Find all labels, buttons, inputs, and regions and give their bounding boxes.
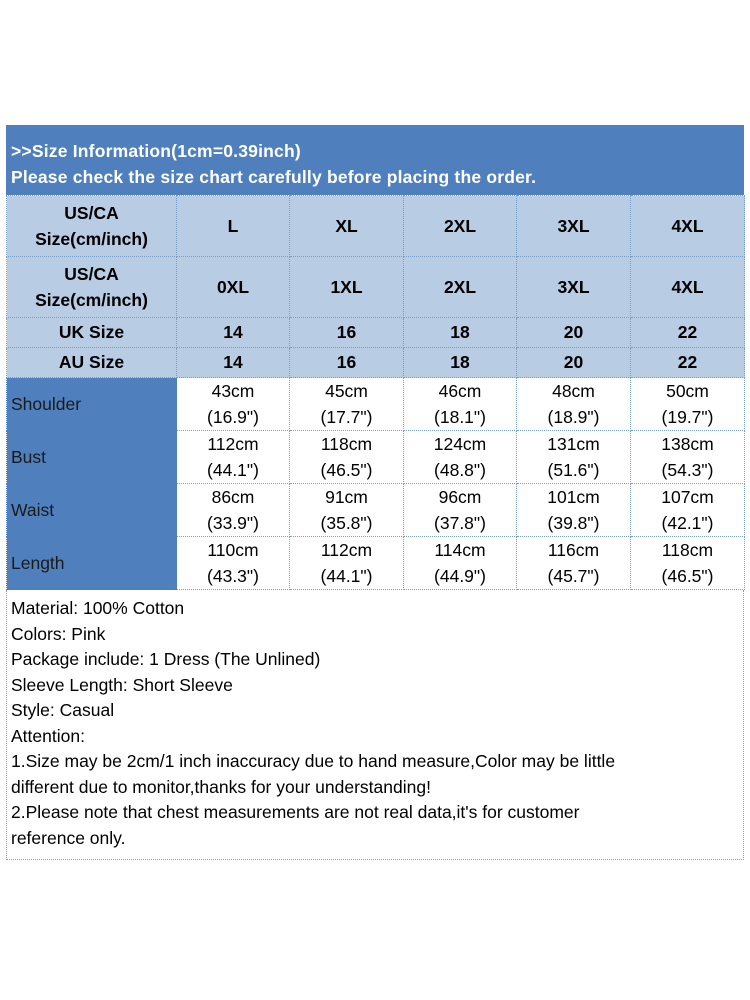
size-cell: 20 bbox=[516, 317, 631, 348]
size-cell: 14 bbox=[176, 317, 290, 348]
size-cell: 14 bbox=[176, 347, 290, 378]
measure-cell: 48cm (18.9") bbox=[516, 377, 631, 431]
measure-cell: 91cm (35.8") bbox=[289, 483, 404, 537]
size-cell: 1XL bbox=[289, 256, 404, 318]
us-ca-size-row-1: US/CA Size(cm/inch) L XL 2XL 3XL 4XL bbox=[6, 195, 745, 257]
note-line: 2.Please note that chest measurements ar… bbox=[11, 802, 580, 822]
note-sleeve: Sleeve Length: Short Sleeve bbox=[11, 674, 233, 695]
measure-cell: 118cm (46.5") bbox=[630, 536, 745, 590]
size-cell: 3XL bbox=[516, 256, 631, 318]
measure-cell: 45cm (17.7") bbox=[289, 377, 404, 431]
measure-label: Bust bbox=[6, 430, 177, 484]
measure-cell: 124cm (48.8") bbox=[403, 430, 517, 484]
row-label: US/CA Size(cm/inch) bbox=[6, 256, 177, 318]
size-cell: 20 bbox=[516, 347, 631, 378]
uk-size-row: UK Size 14 16 18 20 22 bbox=[6, 317, 745, 348]
measure-cell: 96cm (37.8") bbox=[403, 483, 517, 537]
size-info-banner: >>Size Information(1cm=0.39inch) Please … bbox=[6, 125, 744, 195]
measure-cell: 131cm (51.6") bbox=[516, 430, 631, 484]
product-notes: Material: 100% Cotton Colors: Pink Packa… bbox=[6, 590, 744, 860]
size-cell: 4XL bbox=[630, 195, 745, 257]
measure-cell: 86cm (33.9") bbox=[176, 483, 290, 537]
size-cell: L bbox=[176, 195, 290, 257]
size-cell: 16 bbox=[289, 317, 404, 348]
measure-label: Shoulder bbox=[6, 377, 177, 431]
measure-cell: 46cm (18.1") bbox=[403, 377, 517, 431]
note-package: Package include: 1 Dress (The Unlined) bbox=[11, 649, 321, 669]
length-row: Length 110cm (43.3") 112cm (44.1") 114cm (4… bbox=[6, 536, 745, 590]
size-cell: 2XL bbox=[403, 195, 517, 257]
measure-cell: 112cm (44.1") bbox=[289, 536, 404, 590]
size-cell: 16 bbox=[289, 347, 404, 378]
note-material: Material: 100% Cotton bbox=[11, 598, 185, 618]
note-attention: Attention: bbox=[11, 725, 85, 746]
shoulder-row: Shoulder 43cm (16.9") 45cm (17.7") 46cm (18… bbox=[6, 377, 745, 431]
row-label: AU Size bbox=[6, 347, 177, 378]
measure-cell: 43cm (16.9") bbox=[176, 377, 290, 431]
size-cell: 3XL bbox=[516, 195, 631, 257]
measure-label: Length bbox=[6, 536, 177, 590]
measure-cell: 114cm (44.9") bbox=[403, 536, 517, 590]
au-size-row: AU Size 14 16 18 20 22 bbox=[6, 347, 745, 378]
measure-cell: 138cm (54.3") bbox=[630, 430, 745, 484]
measure-cell: 116cm (45.7") bbox=[516, 536, 631, 590]
banner-title: >>Size Information(1cm=0.39inch) bbox=[11, 141, 301, 161]
note-line: reference only. bbox=[11, 827, 126, 848]
size-table: US/CA Size(cm/inch) L XL 2XL 3XL 4XL US/… bbox=[6, 195, 745, 590]
banner-subtitle: Please check the size chart carefully be… bbox=[11, 167, 537, 187]
size-cell: XL bbox=[289, 195, 404, 257]
note-style: Style: Casual bbox=[11, 700, 115, 720]
measure-cell: 101cm (39.8") bbox=[516, 483, 631, 537]
size-cell: 22 bbox=[630, 347, 745, 378]
size-cell: 0XL bbox=[176, 256, 290, 318]
bust-row: Bust 112cm (44.1") 118cm (46.5") 124cm (48.… bbox=[6, 430, 745, 484]
size-cell: 2XL bbox=[403, 256, 517, 318]
measure-cell: 110cm (43.3") bbox=[176, 536, 290, 590]
row-label: UK Size bbox=[6, 317, 177, 348]
size-cell: 4XL bbox=[630, 256, 745, 318]
note-colors: Colors: Pink bbox=[11, 623, 106, 644]
measure-cell: 118cm (46.5") bbox=[289, 430, 404, 484]
waist-row: Waist 86cm (33.9") 91cm (35.8") 96cm (37.8"… bbox=[6, 483, 745, 537]
row-label: US/CA Size(cm/inch) bbox=[6, 195, 177, 257]
measure-cell: 107cm (42.1") bbox=[630, 483, 745, 537]
note-line: 1.Size may be 2cm/1 inch inaccuracy due … bbox=[11, 751, 616, 771]
size-chart: >>Size Information(1cm=0.39inch) Please … bbox=[6, 125, 745, 860]
size-cell: 18 bbox=[403, 317, 517, 348]
us-ca-size-row-2: US/CA Size(cm/inch) 0XL 1XL 2XL 3XL 4XL bbox=[6, 256, 745, 318]
size-cell: 22 bbox=[630, 317, 745, 348]
measure-cell: 50cm (19.7") bbox=[630, 377, 745, 431]
measure-label: Waist bbox=[6, 483, 177, 537]
size-cell: 18 bbox=[403, 347, 517, 378]
note-line: different due to monitor,thanks for your… bbox=[11, 776, 431, 797]
measure-cell: 112cm (44.1") bbox=[176, 430, 290, 484]
